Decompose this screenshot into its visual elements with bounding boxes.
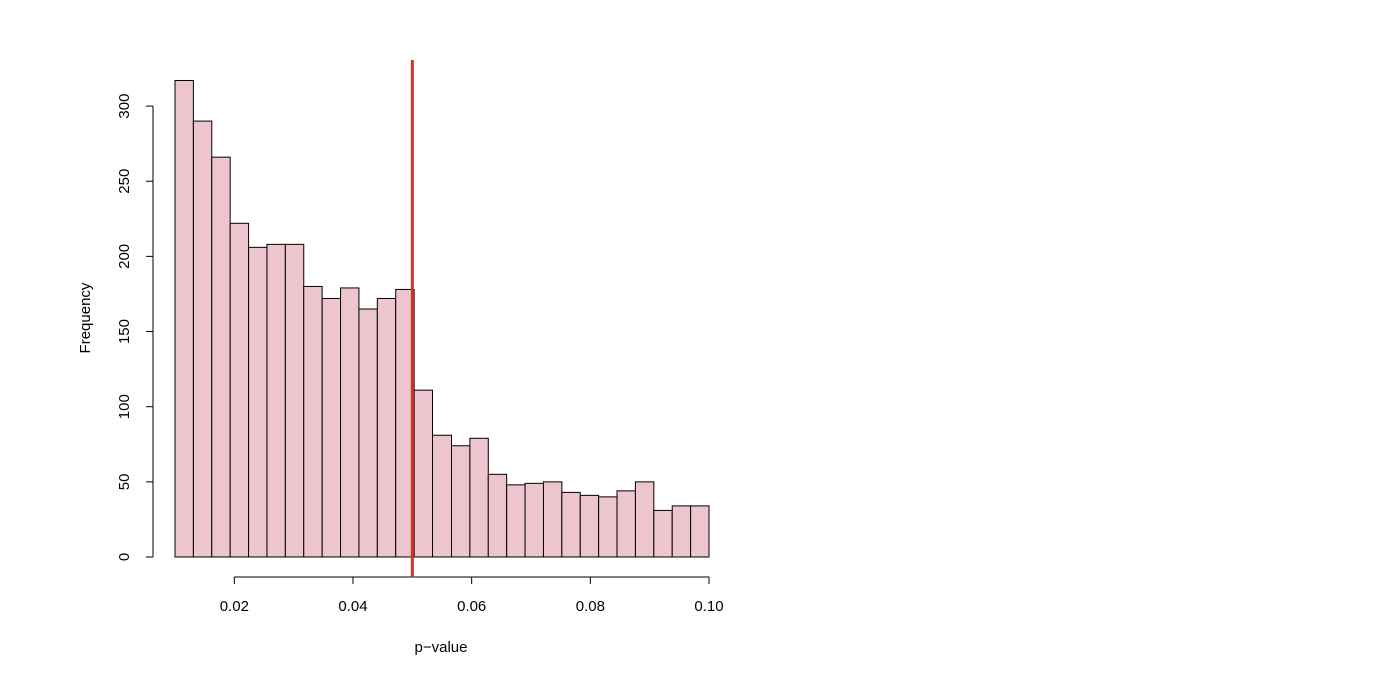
bar xyxy=(598,496,618,558)
x-tick-label: 0.08 xyxy=(576,598,605,615)
bar xyxy=(561,491,581,558)
y-tick-label: 250 xyxy=(116,169,133,194)
bar xyxy=(616,490,636,558)
x-axis-label: p−value xyxy=(415,639,468,656)
bar xyxy=(192,120,213,558)
bar xyxy=(506,484,526,558)
y-axis-label: Frequency xyxy=(77,282,94,353)
bar xyxy=(211,156,231,558)
x-tick-label: 0.10 xyxy=(694,598,723,615)
bar xyxy=(376,297,397,558)
x-tick-label: 0.04 xyxy=(338,598,367,615)
bar xyxy=(266,243,286,558)
x-tick-label: 0.06 xyxy=(457,598,486,615)
bar xyxy=(524,482,544,558)
y-tick-label: 50 xyxy=(116,474,133,491)
bar xyxy=(284,243,305,558)
bar xyxy=(579,494,600,558)
bar xyxy=(653,509,673,558)
bar xyxy=(487,473,508,558)
y-tick-label: 0 xyxy=(116,553,133,561)
bar xyxy=(432,434,452,558)
bar xyxy=(450,445,471,558)
bar xyxy=(690,505,710,558)
bar xyxy=(321,297,342,558)
bar xyxy=(634,481,655,558)
bar xyxy=(469,437,489,558)
y-tick-label: 200 xyxy=(116,244,133,269)
y-tick-label: 300 xyxy=(116,94,133,119)
bar xyxy=(229,222,250,558)
bar xyxy=(248,246,268,558)
y-tick-label: 100 xyxy=(116,394,133,419)
bar xyxy=(303,285,323,558)
bar xyxy=(174,80,194,558)
bar xyxy=(358,308,378,558)
bar xyxy=(671,505,692,558)
bar xyxy=(542,481,563,558)
x-tick-label: 0.02 xyxy=(220,598,249,615)
bar xyxy=(413,389,434,558)
bar xyxy=(340,287,360,558)
y-tick-label: 150 xyxy=(116,319,133,344)
